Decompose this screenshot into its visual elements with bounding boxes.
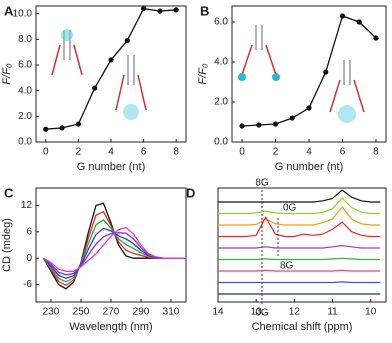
data-line [43,232,186,276]
x-tick-label: 0 [43,147,49,158]
x-tick-label: 2 [76,147,82,158]
x-tick-label: 10 [365,307,377,318]
x-tick-label: 310 [163,307,180,318]
y-tick-label: 6 [26,226,32,237]
y-tick-label: -6 [23,279,32,290]
data-point [239,123,245,129]
dna-cartoon [329,60,365,123]
panel-label: D [186,185,195,200]
data-line [218,189,381,203]
data-point [92,85,98,91]
data-line [218,197,381,215]
annotation: 8G [255,178,269,189]
plot-frame [217,187,387,303]
x-tick-label: 6 [340,147,346,158]
y-tick-label: 2.0 [214,97,228,108]
y-axis-label: F/F₀ [197,63,209,84]
data-point [323,69,329,75]
x-axis-label: Chemical shift (ppm) [252,321,353,333]
data-point [289,115,295,121]
x-tick-label: 270 [103,307,120,318]
x-axis-label: G number (nt) [77,161,145,173]
x-tick-label: 12 [289,307,301,318]
y-tick-label: 6.0 [18,60,32,71]
y-tick-label: 0.0 [214,137,228,148]
y-tick-label: 6.0 [214,17,228,28]
y-tick-label: 4.0 [214,57,228,68]
x-tick-label: 290 [133,307,150,318]
y-tick-label: 0 [26,253,32,264]
x-tick-label: 11 [327,307,338,318]
annotation: 0G [283,203,297,214]
plot-frame [35,5,187,143]
data-point [272,121,279,127]
data-line [43,226,186,272]
data-point [256,122,262,128]
data-point [356,19,362,25]
y-axis-label: CD (mdeg) [1,218,13,272]
x-axis-label: Wavelength (nm) [69,321,152,333]
x-tick-label: 230 [43,307,60,318]
y-axis-label: F/F₀ [1,63,13,84]
data-point [339,13,346,19]
data-line [218,206,381,226]
y-tick-label: 10.0 [13,8,33,19]
y-tick-label: 4.0 [18,85,32,96]
x-tick-label: 13 [251,307,263,318]
x-tick-label: 250 [73,307,90,318]
panel-label: A [4,3,14,18]
x-tick-label: 6 [141,147,147,158]
y-tick-label: 12 [21,200,33,211]
data-point [59,125,65,131]
data-line [218,281,381,284]
data-point [173,7,179,13]
x-tick-label: 14 [212,307,224,318]
data-line [218,257,381,261]
panel-label: B [200,3,209,18]
x-tick-label: 4 [108,147,114,158]
data-point [373,35,379,41]
x-tick-label: 8 [373,147,379,158]
y-tick-label: 0.0 [18,137,32,148]
x-tick-label: 8 [173,147,179,158]
y-tick-label: 8.0 [18,34,32,45]
dna-cartoon [238,25,280,81]
data-point [75,121,81,127]
inset-illustrations [51,25,365,123]
data-line [45,7,177,130]
dna-cartoon [51,29,83,76]
data-point [43,126,49,132]
panel-label: C [4,185,14,200]
dna-cartoon [115,55,147,120]
data-point [306,105,312,111]
data-line [218,244,381,249]
data-point [141,5,147,12]
y-tick-label: 2.0 [18,111,32,122]
data-point [108,57,114,63]
annotation: 8G [280,261,294,272]
x-tick-label: 2 [273,147,279,158]
data-point [124,38,130,44]
data-line [218,216,381,238]
x-axis-label: G number (nt) [275,161,343,173]
data-line [42,219,186,283]
x-tick-label: 4 [306,147,312,158]
data-line [42,202,186,290]
data-line [218,269,381,272]
x-tick-label: 0 [239,147,245,158]
annotation: 0G [255,308,269,319]
data-point [157,8,163,14]
